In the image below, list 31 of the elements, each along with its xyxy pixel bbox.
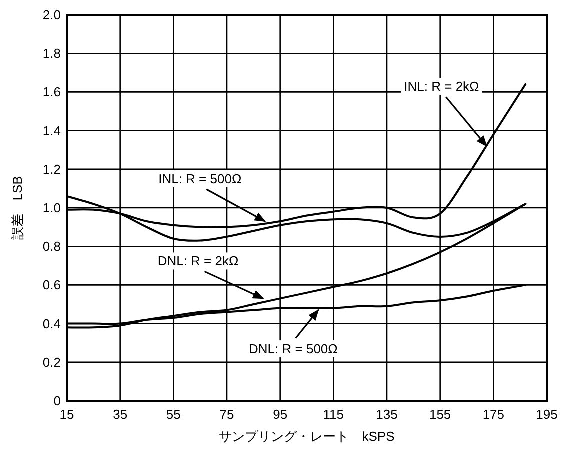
annotation: DNL: R = 500Ω [246, 309, 341, 358]
x-tick-label: 55 [166, 407, 181, 422]
y-tick-label: 1.0 [42, 200, 61, 216]
annotation: DNL: R = 2kΩ [154, 252, 264, 300]
annotation: DNL: R = 500Ω [249, 341, 338, 356]
x-axis-title: サンプリング・レート kSPS [219, 429, 396, 444]
x-tick-label: 155 [429, 407, 452, 422]
y-axis-title: 誤差 LSB [10, 176, 25, 240]
x-tick-label: 195 [536, 407, 558, 422]
annotation: INL: R = 500Ω [158, 172, 242, 187]
annotation: INL: R = 500Ω [156, 170, 266, 222]
y-tick-label: 0 [54, 394, 61, 408]
y-tick-label: 0.6 [42, 278, 61, 293]
y-tick-label: 0.8 [42, 239, 61, 254]
annotation: DNL: R = 2kΩ [158, 254, 239, 269]
y-tick-label: 1.4 [42, 123, 61, 138]
x-tick-label: 135 [376, 407, 398, 422]
y-tick-label: 1.2 [42, 162, 61, 177]
x-tick-label: 115 [323, 407, 344, 422]
x-tick-label: 95 [273, 407, 288, 422]
x-tick-label: 75 [220, 407, 234, 422]
annotation: INL: R = 2kΩ [404, 79, 480, 94]
annotation: INL: R = 2kΩ [401, 78, 488, 148]
x-tick-label: 15 [60, 407, 74, 422]
y-tick-label: 1.6 [42, 84, 61, 100]
y-tick-label: 1.8 [42, 46, 61, 62]
y-tick-label: 0.4 [42, 316, 61, 332]
x-tick-label: 175 [482, 407, 505, 422]
y-tick-label: 0.2 [42, 354, 61, 370]
y-tick-label: 2.0 [42, 8, 61, 22]
x-tick-label: 35 [113, 407, 128, 422]
